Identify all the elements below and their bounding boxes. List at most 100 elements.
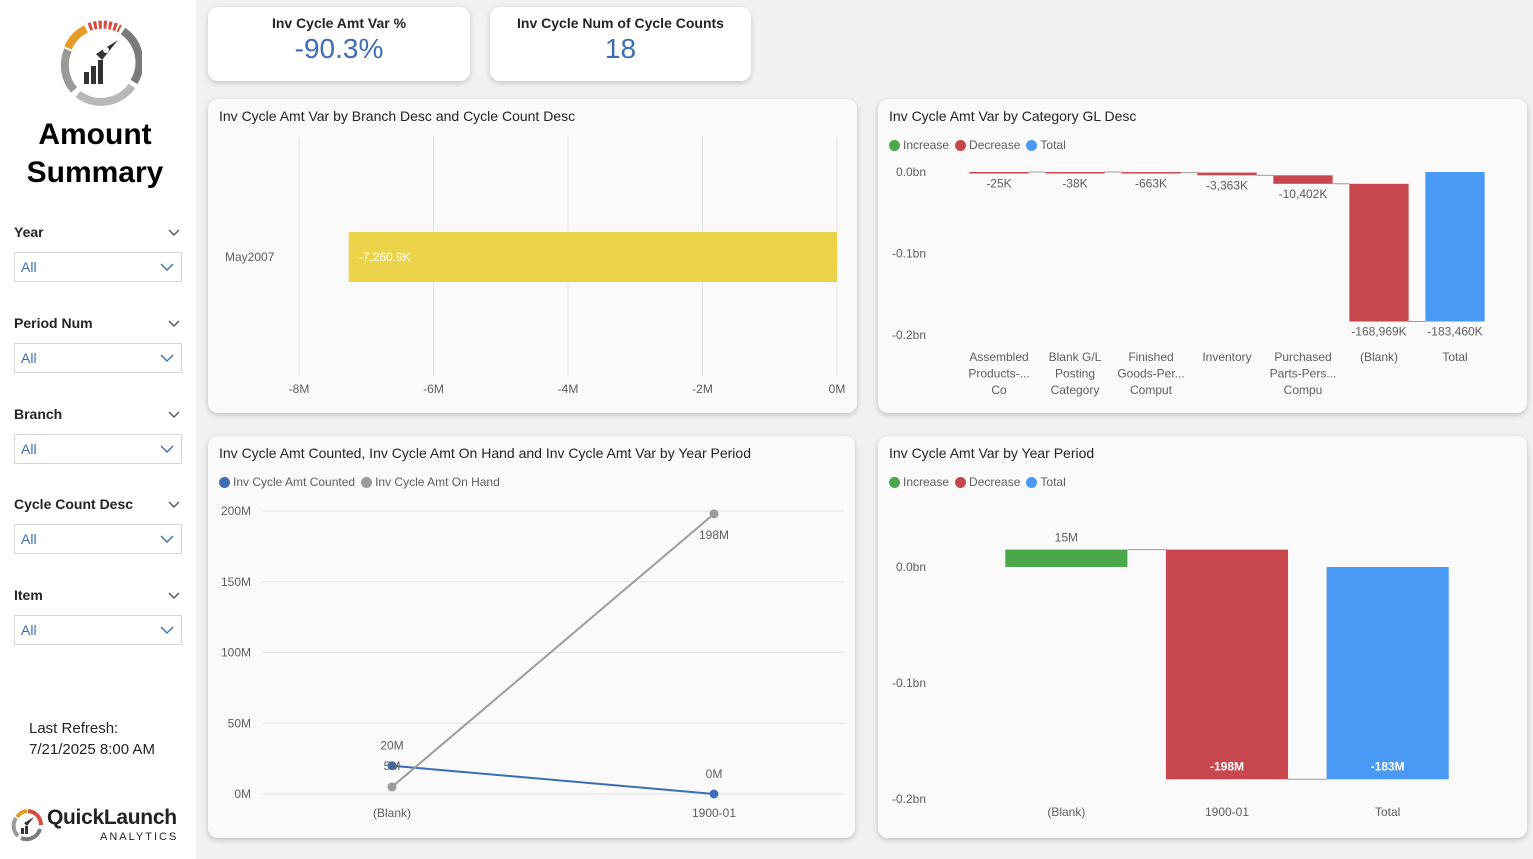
chevron-down-icon[interactable] — [166, 587, 182, 603]
kpi-value: -90.3% — [294, 33, 384, 64]
year-slicer-label: Year — [14, 224, 44, 240]
legend-counted[interactable]: Inv Cycle Amt Counted — [219, 475, 355, 489]
y-category-label: May2007 — [225, 250, 275, 264]
legend-decrease[interactable]: Decrease — [955, 138, 1020, 152]
branch-dropdown-value: All — [21, 441, 37, 457]
x-category-label: Purchased — [1274, 350, 1331, 364]
y-tick-label: 0.0bn — [896, 165, 926, 179]
x-tick-label: -6M — [423, 382, 444, 396]
kpi-value: 18 — [604, 33, 637, 64]
x-category-label: 1900-01 — [692, 806, 736, 820]
x-category-label: Category — [1051, 383, 1100, 397]
y-tick-label: -0.1bn — [892, 247, 926, 261]
branch-dropdown[interactable]: All — [14, 434, 182, 464]
bar-decrease — [1165, 549, 1289, 780]
last-refresh-value: 7/21/2025 8:00 AM — [29, 741, 155, 758]
x-category-label: 1900-01 — [1205, 805, 1249, 819]
series-line — [391, 764, 715, 795]
bar-total — [1425, 172, 1485, 322]
x-category-label: Posting — [1055, 367, 1095, 381]
legend-increase[interactable]: Increase — [889, 475, 949, 489]
legend-label: Inv Cycle Amt On Hand — [375, 475, 500, 489]
chevron-down-icon[interactable] — [166, 406, 182, 422]
page-title: Amount Summary — [0, 116, 190, 192]
y-tick-label: -0.2bn — [892, 792, 926, 806]
category-waterfall-chart: Inv Cycle Amt Var by Category GL Desc In… — [878, 99, 1527, 413]
chevron-down-icon[interactable] — [166, 224, 182, 240]
data-label: 198M — [699, 528, 729, 542]
legend-total[interactable]: Total — [1026, 138, 1066, 152]
cycle-count-desc-dropdown[interactable]: All — [14, 524, 182, 554]
item-dropdown[interactable]: All — [14, 615, 182, 645]
x-category-label: Total — [1442, 350, 1467, 364]
total-dot-icon — [1026, 476, 1038, 488]
item-slicer-label: Item — [14, 587, 43, 603]
y-tick-label: 50M — [228, 716, 251, 730]
quicklaunch-logo-icon — [11, 809, 44, 842]
chart-legend: Inv Cycle Amt Counted Inv Cycle Amt On H… — [219, 475, 500, 489]
data-label: -198M — [1210, 759, 1244, 773]
x-tick-label: 0M — [829, 382, 846, 396]
legend-label: Decrease — [969, 475, 1021, 489]
data-label: 15M — [1055, 531, 1078, 545]
period-num-dropdown-value: All — [21, 350, 37, 366]
data-point — [709, 509, 719, 519]
period-num-dropdown[interactable]: All — [14, 343, 182, 373]
last-refresh: Last Refresh: 7/21/2025 8:00 AM — [29, 718, 155, 760]
legend-label: Decrease — [969, 138, 1021, 152]
decrease-dot-icon — [955, 476, 967, 488]
y-tick-label: -0.2bn — [892, 328, 926, 342]
period-num-slicer-label: Period Num — [14, 315, 93, 331]
x-category-label: (Blank) — [373, 806, 411, 820]
rocket-logo-icon — [60, 20, 142, 106]
y-tick-label: 200M — [221, 504, 251, 518]
bar-increase — [1005, 549, 1128, 567]
quicklaunch-brand: QuickLaunch ANALYTICS — [10, 806, 185, 846]
line-chart-svg: 0M 50M 100M 150M 200M (Blank) 1900-01 20M 0M 5M 19… — [221, 504, 844, 820]
branch-slicer: Branch All — [14, 404, 182, 464]
y-tick-label: 150M — [221, 575, 251, 589]
x-category-label: Goods-Per... — [1117, 367, 1184, 381]
data-point — [387, 782, 397, 792]
chevron-down-icon — [160, 535, 174, 543]
bar-decrease — [1349, 183, 1409, 322]
data-label: 20M — [380, 739, 403, 753]
branch-var-bar-svg: -8M -6M -4M -2M 0M May2007 -7,260.9K — [225, 137, 846, 396]
legend-decrease[interactable]: Decrease — [955, 475, 1020, 489]
x-category-label: Comput — [1130, 383, 1173, 397]
chevron-down-icon[interactable] — [166, 315, 182, 331]
x-category-label: (Blank) — [1047, 805, 1085, 819]
legend-total[interactable]: Total — [1026, 475, 1066, 489]
x-tick-label: -8M — [289, 382, 310, 396]
brand-subtitle: ANALYTICS — [100, 831, 179, 843]
decrease-dot-icon — [955, 139, 967, 151]
legend-label: Total — [1040, 138, 1066, 152]
bar-decrease — [1121, 172, 1181, 174]
branch-slicer-label: Branch — [14, 406, 63, 422]
chart-title: Inv Cycle Amt Var by Category GL Desc — [889, 108, 1137, 124]
x-category-label: Co — [991, 383, 1007, 397]
branch-var-bar-chart: Inv Cycle Amt Var by Branch Desc and Cyc… — [208, 99, 857, 413]
x-tick-label: -4M — [558, 382, 579, 396]
data-label: -168,969K — [1351, 325, 1406, 339]
legend-on-hand[interactable]: Inv Cycle Amt On Hand — [361, 475, 500, 489]
x-category-label: Finished — [1128, 350, 1173, 364]
x-category-label: (Blank) — [1360, 350, 1398, 364]
counted-dot-icon — [219, 476, 230, 488]
x-category-label: Blank G/L — [1049, 350, 1102, 364]
year-dropdown[interactable]: All — [14, 252, 182, 282]
chevron-down-icon[interactable] — [166, 496, 182, 512]
y-tick-label: -0.1bn — [892, 676, 926, 690]
chart-legend: Increase Decrease Total — [889, 475, 1066, 489]
bar-decrease — [1045, 172, 1105, 174]
legend-increase[interactable]: Increase — [889, 138, 949, 152]
chevron-down-icon — [160, 445, 174, 453]
x-category-label: Total — [1375, 805, 1400, 819]
year-period-waterfall-svg: 0.0bn -0.1bn -0.2bn 15M (Blank) -198M 1900-01 -… — [892, 531, 1449, 819]
legend-label: Increase — [903, 138, 950, 152]
last-refresh-label: Last Refresh: — [29, 720, 119, 737]
data-label: 5M — [384, 759, 401, 773]
series-line — [391, 513, 715, 788]
increase-dot-icon — [889, 476, 900, 488]
brand-name: QuickLaunch — [47, 806, 177, 829]
